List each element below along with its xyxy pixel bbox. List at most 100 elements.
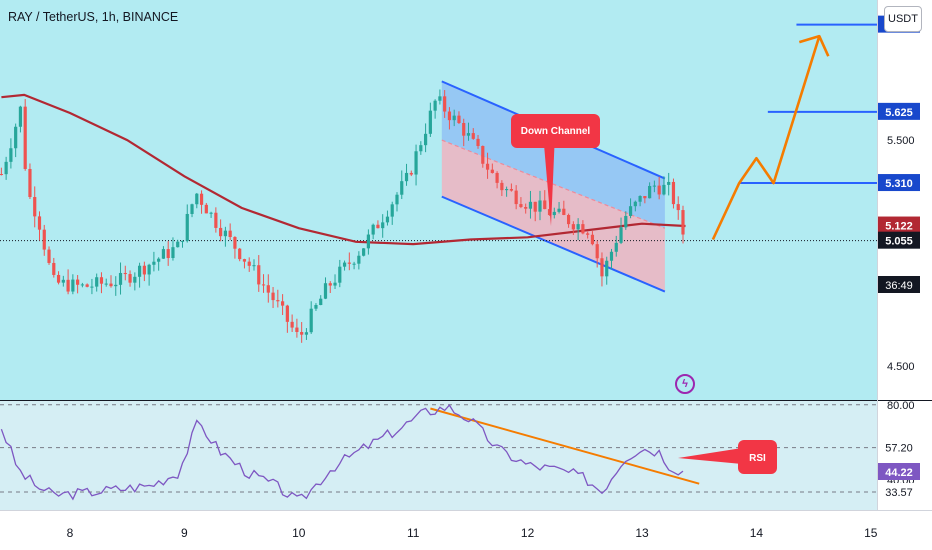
rsi-value-tag[interactable]: 57.20 — [878, 438, 920, 456]
candle[interactable] — [519, 197, 523, 209]
candle[interactable] — [342, 260, 347, 271]
candle[interactable] — [571, 221, 575, 235]
candle[interactable] — [462, 118, 466, 147]
candle[interactable] — [557, 201, 561, 214]
candle[interactable] — [314, 303, 318, 311]
candle[interactable] — [581, 220, 585, 235]
candle[interactable] — [109, 275, 113, 288]
price-level-tag[interactable]: 5.625 — [878, 102, 920, 120]
symbol-title[interactable]: RAY / TetherUS, 1h, BINANCE — [8, 10, 179, 24]
candle[interactable] — [52, 257, 56, 278]
candle[interactable] — [0, 167, 3, 176]
candle[interactable] — [671, 178, 676, 209]
candle[interactable] — [409, 170, 413, 177]
candle[interactable] — [347, 252, 351, 271]
candle[interactable] — [447, 107, 452, 130]
currency-button[interactable]: USDT — [884, 6, 922, 32]
candle[interactable] — [266, 274, 270, 303]
candle[interactable] — [476, 134, 480, 149]
candle[interactable] — [676, 196, 680, 220]
candle[interactable] — [66, 269, 70, 295]
candle[interactable] — [495, 171, 499, 189]
candle[interactable] — [76, 275, 80, 294]
down-channel-callout[interactable]: Down Channel — [511, 114, 600, 226]
candle[interactable] — [395, 192, 399, 212]
candle[interactable] — [648, 182, 652, 199]
channel-middle-line[interactable] — [441, 139, 666, 229]
candle[interactable] — [400, 170, 404, 200]
candle[interactable] — [404, 163, 409, 186]
horizontal-levels[interactable] — [739, 23, 877, 185]
candle[interactable] — [309, 301, 313, 334]
candle[interactable] — [147, 263, 151, 286]
candle[interactable] — [80, 282, 84, 288]
candle[interactable] — [338, 259, 342, 288]
candle[interactable] — [71, 274, 75, 295]
candle[interactable] — [185, 204, 189, 243]
candle[interactable] — [438, 89, 442, 105]
candle[interactable] — [538, 190, 542, 221]
candle[interactable] — [95, 273, 99, 292]
candle[interactable] — [99, 272, 104, 294]
moving-average-line[interactable] — [1, 93, 686, 246]
candle[interactable] — [123, 265, 127, 281]
candle[interactable] — [590, 231, 595, 246]
candle[interactable] — [662, 176, 666, 196]
candle[interactable] — [285, 304, 289, 333]
candle[interactable] — [643, 196, 647, 204]
rsi-callout[interactable]: RSI — [678, 440, 777, 474]
candle[interactable] — [166, 241, 170, 266]
candle[interactable] — [471, 128, 475, 140]
channel-lower-line[interactable] — [441, 195, 666, 293]
candle[interactable] — [14, 123, 18, 158]
candle[interactable] — [466, 122, 471, 141]
candle[interactable] — [381, 214, 385, 238]
candle[interactable] — [161, 246, 166, 259]
candle[interactable] — [319, 295, 323, 306]
candle[interactable] — [209, 211, 213, 218]
time-axis-ticks[interactable]: 8 9 10 11 12 13 14 15 — [67, 526, 878, 540]
candle[interactable] — [280, 294, 285, 315]
candle[interactable] — [199, 190, 204, 214]
candle[interactable] — [261, 274, 266, 293]
candle[interactable] — [652, 180, 656, 193]
candle[interactable] — [371, 223, 375, 240]
candle[interactable] — [242, 258, 247, 269]
candle[interactable] — [56, 271, 61, 285]
price-level-tag[interactable]: 5.310 — [878, 174, 920, 192]
candle[interactable] — [114, 276, 118, 296]
candle[interactable] — [328, 281, 332, 293]
candle[interactable] — [333, 274, 337, 290]
candle[interactable] — [9, 138, 13, 169]
candle[interactable] — [133, 272, 137, 291]
candle[interactable] — [485, 152, 490, 179]
rsi-line[interactable] — [0, 404, 684, 501]
candle[interactable] — [300, 322, 304, 343]
candle[interactable] — [681, 205, 685, 244]
candle[interactable] — [500, 180, 504, 197]
candle[interactable] — [595, 240, 599, 268]
candle[interactable] — [624, 211, 628, 230]
candle[interactable] — [190, 203, 194, 218]
candle[interactable] — [85, 283, 89, 288]
candle[interactable] — [633, 200, 637, 212]
candle[interactable] — [385, 210, 390, 226]
candle[interactable] — [204, 202, 208, 214]
candle[interactable] — [323, 277, 328, 300]
candle[interactable] — [552, 207, 556, 219]
candle[interactable] — [233, 236, 237, 259]
candle[interactable] — [42, 224, 46, 256]
candle[interactable] — [61, 275, 65, 287]
candle[interactable] — [614, 235, 618, 257]
candle[interactable] — [514, 185, 518, 210]
candle[interactable] — [528, 190, 533, 219]
candle[interactable] — [657, 176, 661, 200]
candle[interactable] — [586, 231, 590, 239]
candle[interactable] — [390, 201, 394, 225]
candle[interactable] — [376, 220, 380, 229]
candle[interactable] — [295, 318, 299, 338]
candle[interactable] — [33, 186, 37, 228]
candle[interactable] — [600, 252, 604, 287]
rsi-axis-tags[interactable]: 57.20 44.22 33.57 — [878, 438, 920, 501]
candle[interactable] — [214, 207, 218, 233]
